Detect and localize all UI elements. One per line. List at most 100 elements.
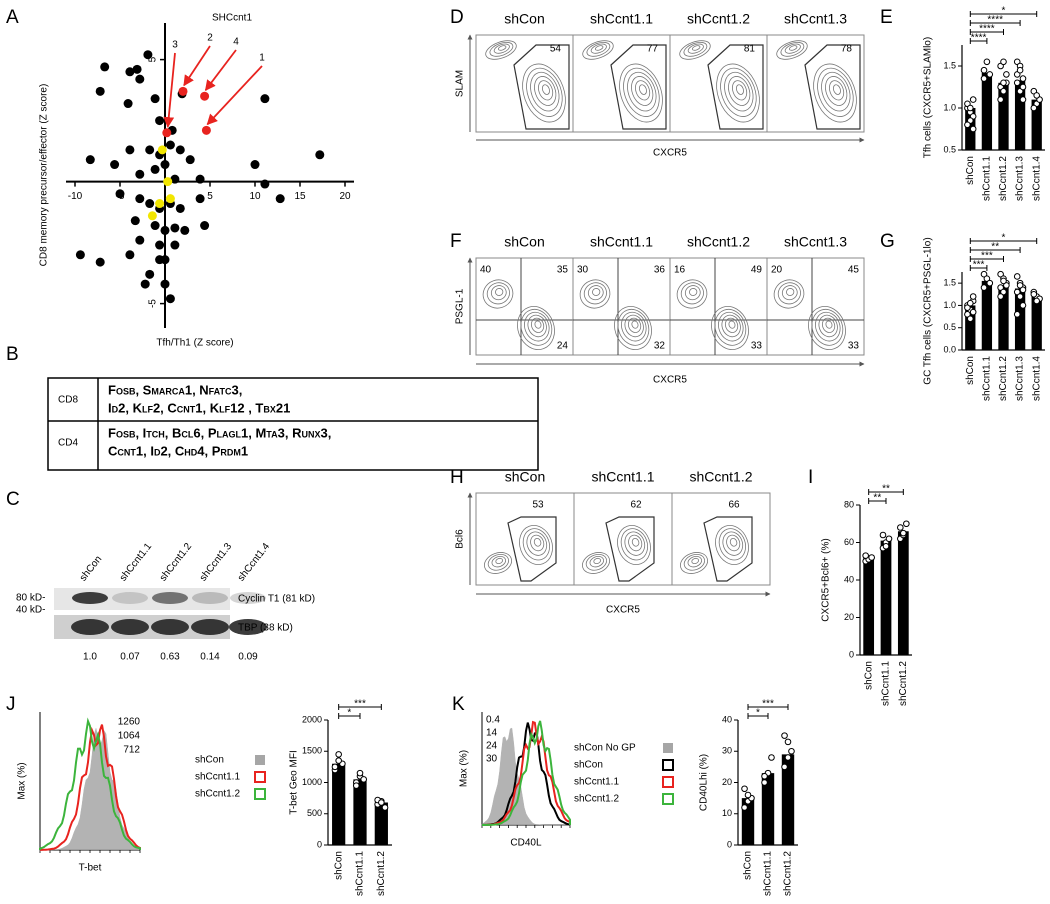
data-point <box>1013 288 1021 296</box>
data-point <box>879 531 887 539</box>
contour <box>813 63 857 123</box>
contour <box>781 285 798 301</box>
contour <box>484 552 512 574</box>
data-point <box>1033 297 1040 305</box>
point <box>163 177 173 187</box>
contour <box>776 40 808 60</box>
contour <box>777 282 801 305</box>
row-label: CD4 <box>58 438 78 449</box>
mfi-label: 24 <box>486 741 498 752</box>
contour <box>623 67 660 117</box>
legend-label: shCcnt1.1 <box>195 772 240 783</box>
group-label: shCcnt1.3 <box>784 234 847 250</box>
mfi-label: 1064 <box>118 731 141 742</box>
panel-letter: G <box>880 231 895 252</box>
panel-letter: E <box>880 7 893 28</box>
significance-label: *** <box>981 251 993 262</box>
data-point <box>335 757 342 764</box>
data-point <box>868 554 875 561</box>
contour <box>582 40 614 60</box>
contour <box>624 531 646 556</box>
contour <box>526 531 548 556</box>
data-point <box>1013 273 1021 280</box>
point <box>145 199 155 209</box>
contour <box>711 306 749 350</box>
data-point <box>969 125 977 133</box>
data-point <box>784 738 792 746</box>
contour <box>728 320 736 329</box>
contour <box>638 84 647 95</box>
contour <box>631 320 639 329</box>
quantification: 0.09 <box>238 652 258 663</box>
group-label: shCcnt1.2 <box>687 234 750 250</box>
bar <box>332 763 346 845</box>
data-point <box>761 779 768 786</box>
contour <box>821 71 851 112</box>
y-tick-label: 20 <box>844 612 854 622</box>
point-label: 2 <box>207 33 213 44</box>
panel-letter: K <box>452 694 465 715</box>
gene-list: Fosb, Smarca1, Nfatc3, <box>108 382 242 397</box>
data-point <box>356 769 364 777</box>
band <box>72 592 108 604</box>
contour <box>725 317 739 333</box>
contour <box>497 45 507 51</box>
plot-frame <box>572 257 671 356</box>
contour <box>788 45 798 51</box>
plot-frame <box>572 34 671 133</box>
legend-swatch <box>662 793 674 805</box>
contour <box>825 76 848 106</box>
contour <box>808 306 846 350</box>
contour <box>773 279 805 309</box>
significance-label: *** <box>973 260 985 271</box>
data-point <box>352 782 360 789</box>
significance-label: ** <box>991 242 999 253</box>
point <box>132 64 142 74</box>
histogram-curve <box>481 727 570 826</box>
gate <box>605 516 655 582</box>
point <box>100 62 110 72</box>
quadrant-value: 40 <box>480 265 492 276</box>
contour <box>684 285 701 301</box>
contour <box>526 67 563 117</box>
data-point <box>741 785 748 793</box>
gate-value: 62 <box>630 500 642 511</box>
contour <box>718 528 747 561</box>
significance-label: **** <box>987 15 1003 26</box>
data-point <box>862 552 869 559</box>
gene-list: Fosb, Itch, Bcl6, Plagl1, Mta3, Runx3, <box>108 425 331 440</box>
contour <box>487 554 509 571</box>
band <box>151 619 189 635</box>
panel-letter: I <box>808 467 813 488</box>
contour <box>624 314 644 338</box>
y-tick-label: 500 <box>307 808 322 818</box>
data-point <box>1016 282 1024 289</box>
panel-letter: J <box>6 694 16 715</box>
gate <box>513 44 570 130</box>
x-tick-label: shCcnt1.4 <box>1031 356 1042 401</box>
x-tick-label: shCon <box>333 851 344 880</box>
quadrant-value: 49 <box>751 265 763 276</box>
y-tick-label: 10 <box>722 808 732 818</box>
data-point <box>788 747 795 755</box>
point <box>201 125 211 135</box>
plot-frame <box>766 34 865 133</box>
band-label: TBP (38 kD) <box>238 623 293 634</box>
panel-letter: B <box>6 344 19 365</box>
contour <box>832 84 841 95</box>
plot-frame <box>669 34 768 133</box>
gate <box>507 516 557 582</box>
contour <box>538 80 554 101</box>
chart-title: SHCcnt1 <box>212 13 252 24</box>
plot-frame <box>669 257 768 356</box>
point <box>200 91 210 101</box>
bar <box>1014 288 1026 350</box>
y-axis-label: CD8 memory precursor/effector (Z score) <box>39 84 50 267</box>
contour <box>520 308 553 346</box>
y-tick-label: 1.0 <box>943 300 956 310</box>
plot-frame <box>475 34 574 133</box>
data-point <box>784 754 792 761</box>
band <box>112 592 148 604</box>
data-point <box>980 284 988 291</box>
point-label: 1 <box>259 53 265 64</box>
